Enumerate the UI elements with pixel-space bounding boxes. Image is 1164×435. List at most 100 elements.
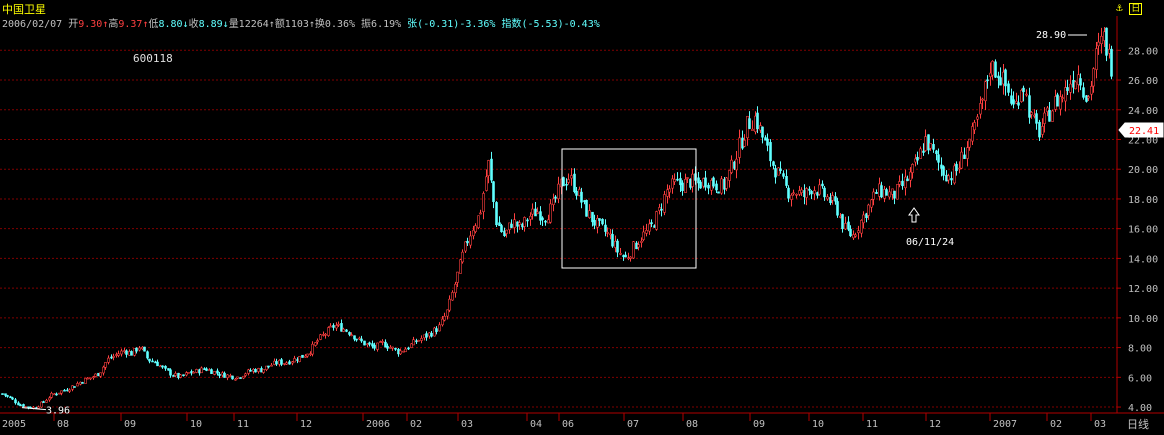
candle-body [143,346,146,352]
candle-body [172,375,175,377]
candle-body [487,160,490,177]
quote-info-segment: 换0.36% [314,19,356,30]
candle-body [6,395,9,397]
stock-name: 中国卫星 [2,3,46,16]
candle-body [123,350,126,352]
candle-body [249,369,252,372]
candle-body [319,334,322,340]
candle-body [1046,107,1049,112]
candle-body [893,190,896,199]
current-price-label: 22.41 [1129,126,1159,137]
candle-body [340,323,343,332]
candle-body [288,361,291,365]
candle-body [81,382,84,384]
x-tick-label: 03 [461,419,473,430]
candle-body [304,355,307,358]
candle-body [107,357,110,363]
candle-body [872,191,875,200]
candle-body [596,218,599,228]
candle-body [161,365,164,368]
candle-body [567,179,570,183]
candle-body [229,375,232,377]
candle-body [60,390,63,394]
candle-body [11,397,14,400]
candle-body [337,323,340,326]
candle-body [663,194,666,213]
candle-body [125,350,128,355]
candle-body [329,325,332,328]
candle-body [410,343,413,348]
candle-body [904,176,907,189]
candle-body [836,201,839,216]
candle-body [601,218,604,225]
candle-body [645,229,648,234]
candle-body [960,151,963,169]
candle-body [327,327,330,336]
y-tick-label: 16.00 [1128,225,1158,236]
candle-body [1105,27,1108,56]
candle-body [697,177,700,184]
candle-body [332,325,335,328]
candle-body [79,381,82,385]
candle-body [19,404,22,407]
candle-body [730,159,733,173]
candle-body [927,134,930,151]
candle-body [112,355,115,358]
candle-body [221,372,224,376]
candle-body [190,371,193,374]
y-tick-label: 24.00 [1128,106,1158,117]
candle-body [963,154,966,159]
candle-body [1025,93,1028,96]
candle-body [159,365,162,368]
candle-body [195,369,198,373]
candle-body [766,138,769,146]
candle-body [640,240,643,243]
candle-body [459,259,462,274]
candle-body [1066,87,1069,91]
timeframe-label[interactable]: 日线 [1127,418,1149,431]
candle-body [738,137,741,158]
candle-body [9,396,12,399]
candle-body [293,358,296,363]
candle-body [1030,112,1033,115]
anchor-icon[interactable]: ⚓ 日 [1116,1,1143,15]
y-tick-label: 6.00 [1128,373,1152,384]
candle-body [808,188,811,191]
high-price-label: 28.90 [1036,30,1066,41]
candle-body [529,215,532,220]
candle-body [156,361,159,367]
candle-body [40,401,43,408]
candle-body [1079,78,1082,86]
candle-body [624,254,627,258]
candle-body [526,219,529,222]
x-tick-label: 09 [753,419,765,430]
candle-body [1064,87,1067,102]
candle-body [743,140,746,147]
candle-body [1085,95,1088,102]
candle-body [441,318,444,326]
y-tick-label: 26.00 [1128,76,1158,87]
candle-body [448,298,451,311]
candle-body [1028,95,1031,118]
candle-body [844,223,847,230]
candle-body [381,341,384,343]
candle-body [860,220,863,234]
candle-body [544,220,547,223]
candle-body [510,223,513,228]
candle-body [138,347,141,351]
y-tick-label: 12.00 [1128,284,1158,295]
candle-body [671,178,674,189]
candle-body [673,179,676,183]
candle-body [216,370,219,374]
candle-body [285,362,288,365]
candle-body [785,176,788,186]
candle-body [637,244,640,248]
candle-body [792,192,795,195]
quote-info-segment: 9.30↑ [78,19,109,30]
y-tick-label: 4.00 [1128,403,1152,414]
candle-body [262,369,265,373]
candle-body [461,251,464,263]
candle-body [335,325,338,329]
candle-body [1092,68,1095,87]
candle-body [707,184,710,189]
